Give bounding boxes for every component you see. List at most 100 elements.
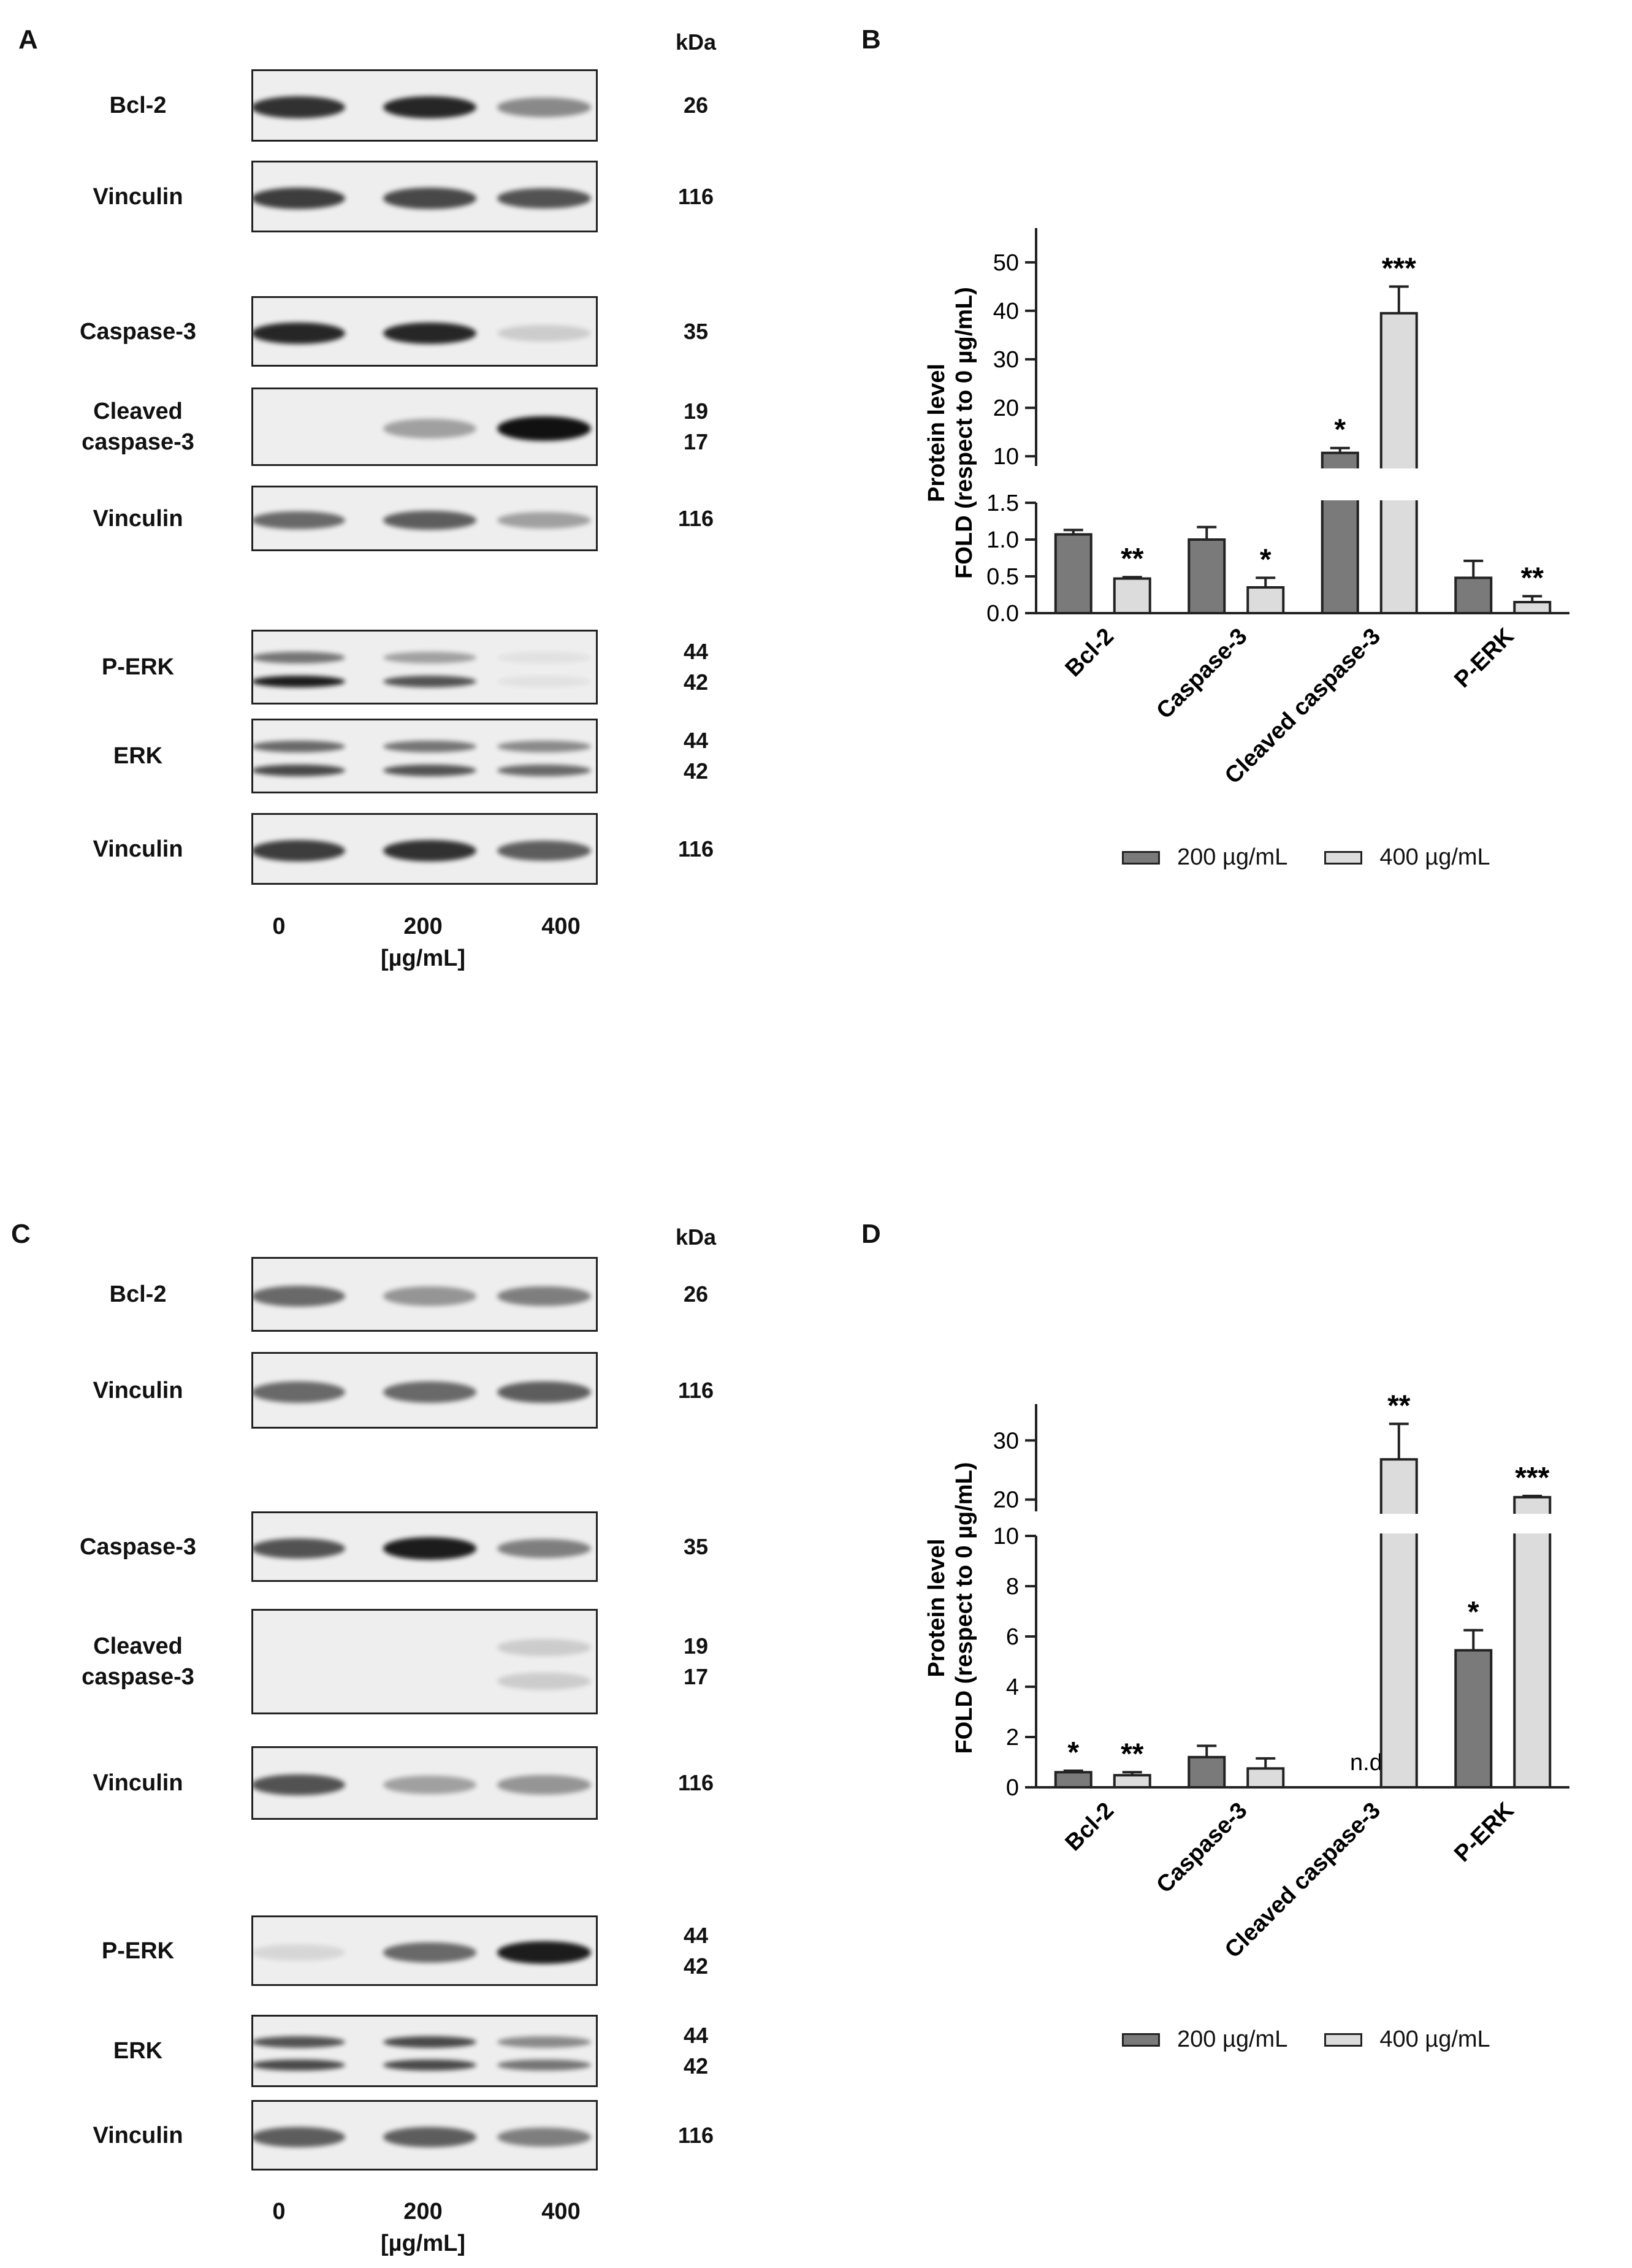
y-tick-label: 20 [993, 1487, 1019, 1513]
panel-letter-b: B [861, 25, 881, 55]
blot-band [497, 1381, 591, 1403]
panel-letter-c: C [11, 1219, 31, 1249]
blot-strip-vinculin [251, 813, 598, 885]
x-tick-label-p-erk: P-ERK [1449, 1797, 1519, 1867]
blot-band [383, 2127, 477, 2147]
y-tick-label: 1.0 [986, 527, 1019, 553]
kda-value: 44 42 [683, 2023, 709, 2079]
blot-label-caspase-3: Caspase-3 [79, 1533, 197, 1560]
blot-band [383, 651, 477, 664]
y-tick-label: 20 [993, 395, 1019, 421]
blot-strip-vinculin [251, 1352, 598, 1429]
significance-marker: * [1067, 1736, 1079, 1769]
y-tick-label: 10 [993, 1524, 1019, 1549]
significance-marker: ** [1121, 543, 1144, 575]
concentration-unit: [µg/mL] [381, 945, 465, 971]
y-tick-label: 8 [1006, 1574, 1019, 1600]
y-tick-label: 1.5 [986, 491, 1019, 516]
blot-strip-cleaved-caspase-3 [251, 388, 598, 466]
blot-band [383, 764, 477, 777]
y-tick-label: 50 [993, 250, 1019, 276]
y-tick-label: 30 [993, 347, 1019, 373]
bar-chart-panel-b: 0.0 0.5 1.0 1.5 10 20 30 40 50 Protein level FOLD … [924, 228, 1573, 789]
blot-strip-vinculin [251, 161, 598, 232]
blot-strip-cleaved-caspase-3 [251, 1609, 598, 1714]
blot-strip-caspase-3 [251, 296, 598, 367]
blot-label-vinculin: Vinculin [93, 1377, 183, 1403]
blot-label-bcl-2: Bcl-2 [109, 1281, 167, 1307]
legend-swatch-200 [1122, 2033, 1160, 2047]
blot-band [253, 2036, 345, 2048]
blot-band [383, 1381, 477, 1403]
lane-label-0: 0 [272, 914, 286, 939]
blot-band [253, 651, 345, 664]
legend-label-400: 400 µg/mL [1379, 2026, 1490, 2052]
blot-band [497, 675, 591, 688]
bar-p-erk-400 [1513, 1495, 1552, 1789]
blot-band [253, 1381, 345, 1403]
lane-label-1: 200 [403, 914, 443, 939]
blot-band [383, 1286, 477, 1306]
significance-marker: ** [1387, 1389, 1411, 1422]
blot-band [253, 322, 345, 345]
bar-caspase-3-200 [1188, 538, 1226, 614]
kda-value: 19 17 [683, 399, 709, 454]
blot-label-vinculin: Vinculin [93, 183, 183, 210]
bar-cleaved-caspase-3-400 [1379, 311, 1418, 614]
bar-bcl-2-400 [1113, 1774, 1151, 1789]
bar-p-erk-400 [1513, 601, 1552, 614]
blot-band [253, 96, 345, 118]
blot-strip-caspase-3 [251, 1511, 598, 1582]
blot-band [497, 1775, 591, 1795]
blot-band [253, 1285, 345, 1307]
kda-value: 116 [677, 1377, 714, 1403]
blot-band [253, 1538, 345, 1559]
bar-caspase-3-400 [1246, 1767, 1285, 1789]
bar-bcl-2-200 [1054, 1771, 1092, 1789]
blot-label-bcl-2: Bcl-2 [109, 93, 167, 118]
blot-band [253, 740, 345, 753]
kda-header: kDa [675, 1224, 717, 1250]
blot-strip-p-erk [251, 1915, 598, 1986]
significance-marker: * [1334, 414, 1346, 446]
blot-band [497, 1941, 591, 1964]
blot-band [253, 839, 345, 862]
blot-band [383, 675, 477, 688]
blot-strip-erk [251, 719, 598, 793]
significance-marker: *** [1382, 252, 1416, 284]
blot-band [253, 511, 345, 530]
blot-band [497, 1639, 591, 1656]
blot-label-vinculin: Vinculin [93, 2122, 183, 2148]
panel-letter-a: A [18, 25, 38, 55]
blot-strip-bcl-2 [251, 69, 598, 142]
blot-label-p-erk: P-ERK [101, 654, 175, 680]
bar-p-erk-200 [1454, 1649, 1493, 1789]
blot-band [383, 188, 477, 209]
significance-marker: * [1468, 1596, 1479, 1628]
blot-strip-p-erk [251, 630, 598, 704]
blot-band [497, 840, 591, 861]
bar-caspase-3-200 [1188, 1755, 1226, 1789]
blot-band [383, 740, 477, 753]
blot-label-p-erk: P-ERK [101, 1938, 175, 1964]
blot-band [253, 1944, 345, 1961]
legend-label-200: 200 µg/mL [1177, 2026, 1288, 2052]
y-tick-label: 4 [1006, 1674, 1019, 1700]
concentration-unit: [µg/mL] [381, 2231, 465, 2256]
blot-strip-vinculin [251, 1746, 598, 1820]
blot-band [497, 1286, 591, 1307]
legend-panel-b: 200 µg/mL 400 µg/mL [1122, 844, 1490, 871]
blot-label-cleaved-caspase-3: Cleaved caspase-3 [82, 399, 194, 455]
blot-band [383, 1942, 477, 1963]
blot-band [253, 1774, 345, 1796]
blot-band [497, 651, 591, 664]
legend-panel-d: 200 µg/mL 400 µg/mL [1122, 2026, 1490, 2053]
legend-label-400: 400 µg/mL [1379, 844, 1490, 870]
panel-letter-d: D [861, 1219, 881, 1249]
blot-strip-bcl-2 [251, 1257, 598, 1332]
kda-value: 26 [683, 1281, 709, 1307]
y-axis-label-line2: FOLD (respect to 0 µg/mL) [951, 1462, 977, 1754]
blot-band [383, 839, 477, 862]
bar-p-erk-200 [1454, 576, 1493, 615]
y-axis-label-line1: Protein level [924, 1539, 950, 1678]
